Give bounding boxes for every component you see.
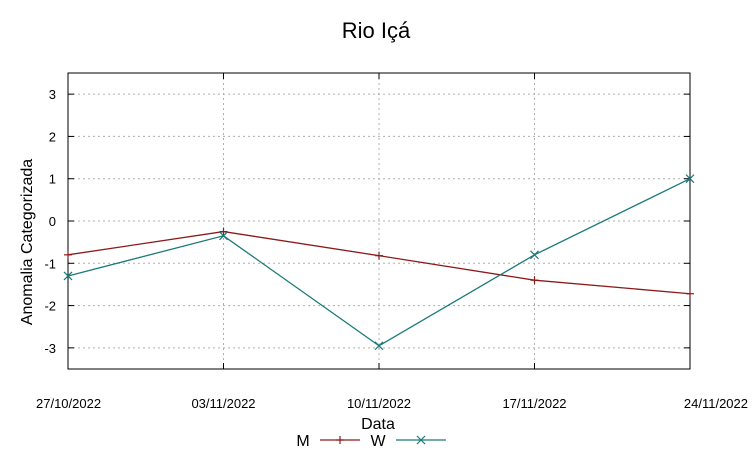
x-axis-label: Data [361,416,395,433]
series-layer [63,174,695,351]
data-point-W [374,341,384,351]
data-point-M [530,276,539,285]
x-tick-label: 27/10/2022 [36,396,101,411]
y-tick-labels: 3 2 1 0 -1 -2 -3 [44,87,56,356]
y-tick-label: 2 [49,129,56,144]
data-point-W [219,231,228,241]
y-tick-label: -2 [44,299,56,314]
data-point-M [375,251,383,260]
x-tick-label: 03/11/2022 [191,396,255,411]
legend-marker-M [336,436,344,444]
data-point-M [64,250,72,259]
y-axis-label: Anomalia Categorizada [19,159,36,325]
y-tick-label: 0 [49,214,56,229]
legend-marker-W [416,435,426,445]
data-point-W [63,271,73,281]
data-point-M [219,227,228,236]
legend-label-W: W [370,433,386,450]
x-tick-label: 17/11/2022 [502,396,566,411]
x-tick-label: 10/11/2022 [347,396,411,411]
y-tick-label: -3 [44,341,56,356]
x-tick-label: 24/11/2022 [684,396,748,411]
y-tick-label: -1 [44,256,56,271]
chart-title: Rio Içá [342,18,411,43]
x-tick-labels: 27/10/2022 03/11/2022 10/11/2022 17/11/2022… [36,396,748,411]
grid-lines [68,73,690,369]
data-point-W [530,250,539,260]
axis-ticks [67,73,691,369]
data-point-M [686,289,694,298]
data-point-W [685,174,695,184]
y-tick-label: 1 [49,172,56,187]
legend-label-M: M [296,433,309,450]
y-tick-label: 3 [49,87,56,102]
